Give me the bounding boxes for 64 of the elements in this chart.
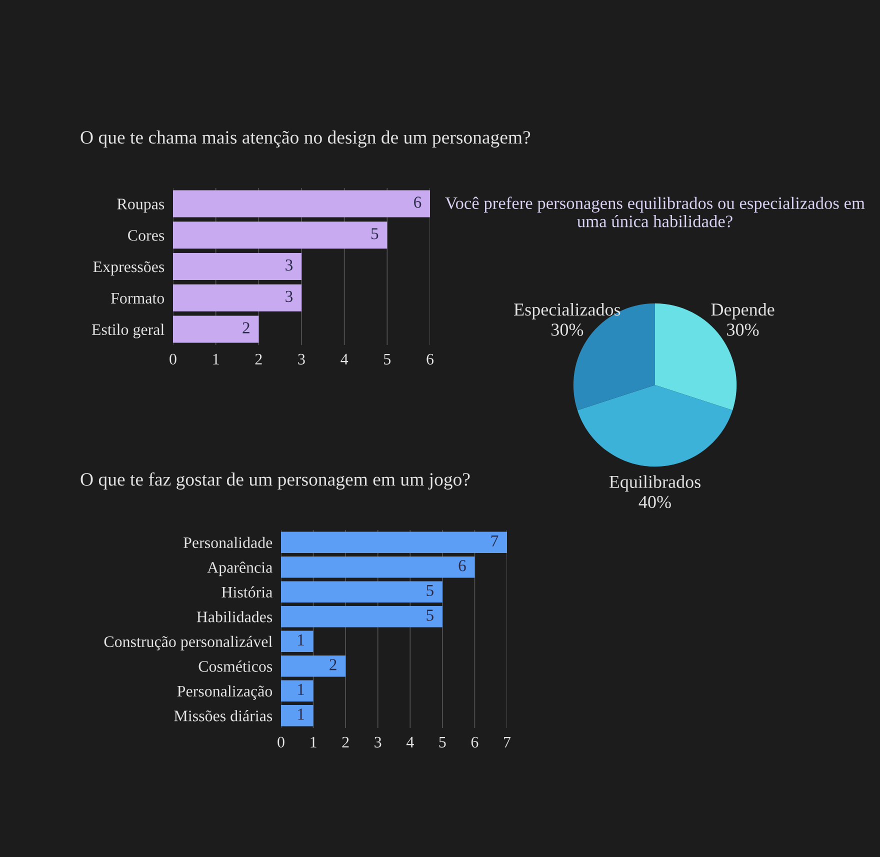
data-label: 6 [414,196,422,208]
data-label: 1 [298,684,304,695]
data-label: 40% [638,496,671,508]
x-tick-label: 7 [504,736,511,748]
x-tick-label: 5 [384,354,391,365]
x-tick-label: 6 [426,354,434,365]
bar [281,556,475,578]
data-label: 2 [330,659,336,670]
bar [281,680,314,702]
x-tick-label: 0 [170,354,176,365]
pie-slice [577,385,733,467]
data-label: 3 [286,290,293,302]
x-tick-label: 0 [278,736,284,748]
x-tick-label: 4 [340,354,348,364]
chart-title: Você prefere personagens equilibrados ou especializados em uma única habilidade? [445,196,865,228]
bar [281,704,314,726]
y-tick-label: Missões diárias [174,710,272,722]
bar [281,606,442,628]
data-label: 5 [426,584,434,596]
bar [173,222,388,249]
x-tick-label: 1 [310,736,316,748]
bar [281,630,314,652]
y-tick-label: Cosméticos [198,660,272,672]
data-label: 30% [727,324,759,336]
x-tick-label: 3 [374,736,382,748]
bar [281,655,346,677]
bar [281,581,442,603]
x-tick-label: 6 [471,736,478,748]
data-label: 7 [491,535,498,546]
y-tick-label: Aparência [207,562,272,576]
data-label: 1 [298,634,304,646]
chart-title: O que te chama mais atenção no design de um personagem? [80,130,530,148]
y-tick-label: Construção personalizável [104,636,272,650]
x-tick-label: 1 [213,354,219,364]
data-label: 3 [286,259,293,271]
y-tick-label: Roupas [117,198,164,213]
y-tick-label: Formato [111,292,164,304]
bar [173,284,302,312]
x-tick-label: 2 [255,354,262,364]
x-tick-label: 5 [439,736,446,748]
x-tick-label: 2 [342,736,349,748]
data-label: 30% [552,324,584,336]
data-label: 2 [242,322,250,334]
slice-label: Especializados [514,302,620,320]
chart-title: O que te faz gostar de um personagem em um jogo? [80,472,470,490]
y-tick-label: Expressões [93,261,164,276]
x-tick-label: 3 [298,354,305,365]
bar [173,253,302,280]
slice-label: Equilibrados [609,475,700,492]
bar [281,532,507,554]
y-tick-label: Cores [128,230,164,241]
data-label: 5 [371,228,378,240]
x-tick-label: 4 [406,736,414,748]
y-tick-label: Personalização [177,685,272,700]
bar [173,316,259,343]
data-label: 1 [298,708,304,720]
bar [173,190,430,218]
y-tick-label: Estilo geral [92,324,164,338]
y-tick-label: Habilidades [196,611,272,622]
data-label: 6 [458,560,466,572]
data-label: 5 [426,610,434,621]
y-tick-label: Personalidade [184,536,272,548]
slice-label: Depende [711,302,774,320]
y-tick-label: História [222,586,272,598]
